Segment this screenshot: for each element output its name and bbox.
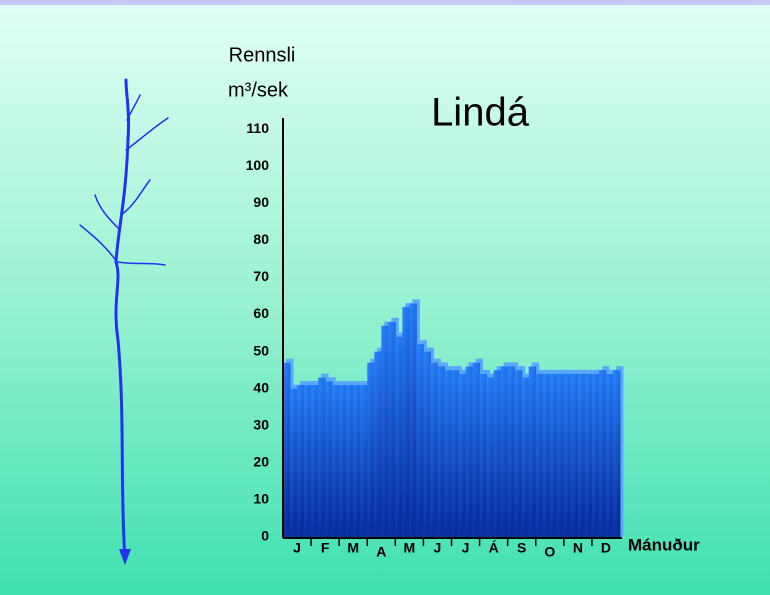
flow-step bbox=[430, 363, 438, 537]
flow-step bbox=[557, 374, 565, 537]
y-tick-label: 0 bbox=[261, 528, 269, 544]
x-tick-label: O bbox=[544, 544, 555, 560]
y-tick-label: 90 bbox=[253, 194, 269, 210]
x-tick-label: J bbox=[462, 540, 470, 556]
flow-step bbox=[416, 344, 424, 537]
y-tick-label: 60 bbox=[253, 305, 269, 321]
flow-step bbox=[297, 385, 305, 537]
flow-step bbox=[395, 337, 403, 537]
flow-step bbox=[599, 370, 607, 537]
flow-step bbox=[550, 374, 558, 537]
flow-step bbox=[529, 366, 537, 537]
top-border bbox=[0, 0, 770, 5]
y-axis-unit: m³/sek bbox=[228, 79, 289, 101]
flow-step bbox=[318, 378, 326, 537]
y-tick-label: 80 bbox=[253, 231, 269, 247]
y-axis-label: Rennsli bbox=[229, 44, 296, 66]
flow-step bbox=[423, 352, 431, 537]
flow-step bbox=[613, 370, 621, 537]
flow-step bbox=[536, 374, 544, 537]
flow-step bbox=[346, 385, 354, 537]
y-tick-label: 110 bbox=[246, 120, 269, 136]
x-tick-label: M bbox=[347, 540, 359, 556]
flow-step bbox=[290, 389, 298, 537]
x-tick-label: S bbox=[517, 540, 526, 556]
flow-step bbox=[543, 374, 551, 537]
flow-step bbox=[487, 378, 495, 537]
flow-step bbox=[480, 374, 488, 537]
x-axis-label: Mánuður bbox=[628, 535, 700, 554]
flow-step bbox=[606, 374, 614, 537]
flow-step bbox=[353, 385, 361, 537]
y-tick-label: 50 bbox=[253, 342, 269, 358]
x-tick-label: M bbox=[404, 540, 416, 556]
x-tick-label: J bbox=[293, 540, 301, 556]
flow-step bbox=[578, 374, 586, 537]
chart-title: Lindá bbox=[431, 91, 530, 135]
flow-step bbox=[339, 385, 347, 537]
flow-step bbox=[452, 370, 460, 537]
flow-step bbox=[571, 374, 579, 537]
y-tick-label: 100 bbox=[246, 157, 270, 173]
flow-step bbox=[515, 370, 523, 537]
y-tick-label: 40 bbox=[253, 379, 269, 395]
x-tick-label: J bbox=[434, 540, 442, 556]
flow-step bbox=[304, 385, 312, 537]
flow-step bbox=[388, 322, 396, 537]
x-tick-label: Á bbox=[489, 540, 499, 556]
flow-step bbox=[367, 363, 375, 537]
flow-step bbox=[409, 303, 417, 537]
y-tick-label: 20 bbox=[253, 454, 269, 470]
flow-step bbox=[494, 370, 502, 537]
flow-step bbox=[437, 366, 445, 537]
flow-step bbox=[374, 352, 382, 537]
y-tick-label: 10 bbox=[253, 491, 269, 507]
x-tick-label: F bbox=[321, 540, 330, 556]
flow-step bbox=[360, 385, 368, 537]
flow-step bbox=[466, 366, 474, 537]
x-tick-label: D bbox=[601, 540, 611, 556]
flow-step bbox=[522, 378, 530, 537]
flow-step bbox=[444, 370, 452, 537]
y-tick-label: 70 bbox=[253, 268, 269, 284]
flow-step bbox=[564, 374, 572, 537]
flow-step bbox=[585, 374, 593, 537]
x-tick-label: A bbox=[376, 544, 386, 560]
flow-step bbox=[325, 381, 333, 537]
x-tick-label: N bbox=[573, 540, 583, 556]
flow-step bbox=[501, 366, 509, 537]
flow-step bbox=[332, 385, 340, 537]
flow-step bbox=[311, 385, 319, 537]
flow-step bbox=[402, 307, 410, 537]
flow-step bbox=[283, 363, 291, 537]
flow-step bbox=[381, 326, 389, 537]
chart: Rennsli m³/sek Lindá Mánuður 0 10 20 30 40 50… bbox=[0, 0, 770, 595]
flow-step bbox=[459, 374, 467, 537]
flow-step bbox=[473, 363, 481, 537]
y-tick-label: 30 bbox=[253, 416, 269, 432]
flow-step bbox=[592, 374, 600, 537]
flow-step bbox=[508, 366, 516, 537]
